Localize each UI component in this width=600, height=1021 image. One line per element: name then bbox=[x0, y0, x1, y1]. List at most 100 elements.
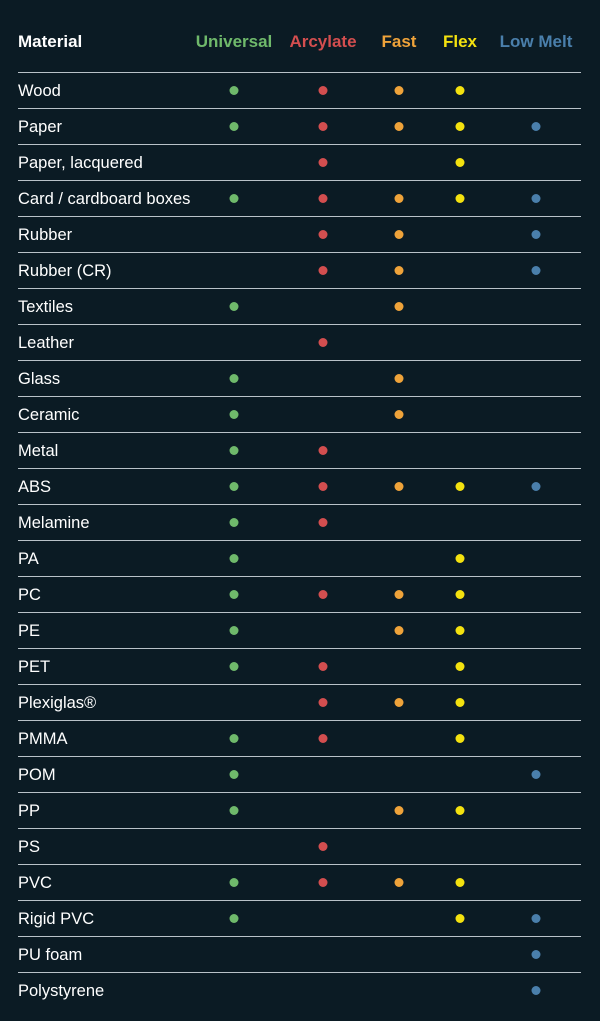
compatibility-dot-fast bbox=[394, 374, 404, 383]
compatibility-dot-universal bbox=[229, 734, 239, 743]
material-name: Plexiglas® bbox=[18, 694, 97, 712]
compatibility-dot-arcylate bbox=[318, 698, 328, 707]
compatibility-dot-universal bbox=[229, 374, 239, 383]
compatibility-dot-arcylate bbox=[318, 158, 328, 167]
table-row: Textiles bbox=[18, 289, 581, 325]
column-header-arcylate: Arcylate bbox=[289, 32, 357, 51]
column-header-flex: Flex bbox=[442, 32, 478, 51]
material-name: PS bbox=[18, 838, 41, 856]
compatibility-dot-universal bbox=[229, 878, 239, 887]
material-name: PMMA bbox=[18, 730, 68, 748]
compatibility-dot-arcylate bbox=[318, 518, 328, 527]
material-name: Glass bbox=[18, 370, 61, 388]
table-row: ABS bbox=[18, 469, 581, 505]
compatibility-dot-flex bbox=[455, 482, 465, 491]
table-row: Wood bbox=[18, 73, 581, 109]
compatibility-dot-fast bbox=[394, 302, 404, 311]
column-header-low-melt: Low Melt bbox=[499, 32, 573, 51]
table-row: Rubber (CR) bbox=[18, 253, 581, 289]
table-row: PVC bbox=[18, 865, 581, 901]
compatibility-dot-arcylate bbox=[318, 842, 328, 851]
compatibility-dot-arcylate bbox=[318, 878, 328, 887]
table-row: Paper bbox=[18, 109, 581, 145]
compatibility-dot-low-melt bbox=[531, 950, 541, 959]
material-name: Rubber (CR) bbox=[18, 262, 112, 280]
table-header: Material Universal Arcylate Fast Flex Lo… bbox=[18, 0, 581, 73]
compatibility-dot-fast bbox=[394, 806, 404, 815]
compatibility-dot-arcylate bbox=[318, 230, 328, 239]
compatibility-dot-low-melt bbox=[531, 986, 541, 995]
compatibility-dot-universal bbox=[229, 518, 239, 527]
table-row: Ceramic bbox=[18, 397, 581, 433]
compatibility-dot-fast bbox=[394, 482, 404, 491]
compatibility-dot-fast bbox=[394, 626, 404, 635]
compatibility-dot-flex bbox=[455, 734, 465, 743]
compatibility-dot-flex bbox=[455, 698, 465, 707]
table-row: Metal bbox=[18, 433, 581, 469]
table-row: Plexiglas® bbox=[18, 685, 581, 721]
compatibility-dot-flex bbox=[455, 554, 465, 563]
compatibility-dot-universal bbox=[229, 554, 239, 563]
compatibility-dot-arcylate bbox=[318, 662, 328, 671]
table-row: PP bbox=[18, 793, 581, 829]
material-name: Melamine bbox=[18, 514, 90, 532]
table-row: PA bbox=[18, 541, 581, 577]
material-name: Paper bbox=[18, 118, 63, 136]
material-name: Wood bbox=[18, 82, 61, 100]
table-row: Melamine bbox=[18, 505, 581, 541]
compatibility-dot-flex bbox=[455, 158, 465, 167]
table-row: PC bbox=[18, 577, 581, 613]
compatibility-dot-low-melt bbox=[531, 770, 541, 779]
compatibility-dot-low-melt bbox=[531, 194, 541, 203]
compatibility-dot-fast bbox=[394, 86, 404, 95]
compatibility-dot-low-melt bbox=[531, 230, 541, 239]
compatibility-dot-arcylate bbox=[318, 446, 328, 455]
compatibility-dot-arcylate bbox=[318, 590, 328, 599]
table-row: Rigid PVC bbox=[18, 901, 581, 937]
compatibility-dot-flex bbox=[455, 86, 465, 95]
column-header-material: Material bbox=[18, 32, 83, 51]
material-name: PET bbox=[18, 658, 51, 676]
compatibility-dot-fast bbox=[394, 698, 404, 707]
material-name: PA bbox=[18, 550, 39, 568]
compatibility-dot-fast bbox=[394, 122, 404, 131]
compatibility-dot-fast bbox=[394, 194, 404, 203]
compatibility-dot-fast bbox=[394, 590, 404, 599]
table-row: Rubber bbox=[18, 217, 581, 253]
compatibility-dot-universal bbox=[229, 914, 239, 923]
table-row: PU foam bbox=[18, 937, 581, 973]
compatibility-dot-low-melt bbox=[531, 122, 541, 131]
material-name: Ceramic bbox=[18, 406, 80, 424]
compatibility-dot-fast bbox=[394, 266, 404, 275]
compatibility-dot-universal bbox=[229, 86, 239, 95]
compatibility-dot-flex bbox=[455, 590, 465, 599]
compatibility-dot-arcylate bbox=[318, 122, 328, 131]
compatibility-dot-universal bbox=[229, 662, 239, 671]
compatibility-dot-arcylate bbox=[318, 734, 328, 743]
compatibility-dot-fast bbox=[394, 878, 404, 887]
material-name: PU foam bbox=[18, 946, 83, 964]
table-row: Polystyrene bbox=[18, 973, 581, 1008]
compatibility-dot-fast bbox=[394, 410, 404, 419]
table-row: Card / cardboard boxes bbox=[18, 181, 581, 217]
compatibility-dot-universal bbox=[229, 626, 239, 635]
compatibility-dot-universal bbox=[229, 806, 239, 815]
compatibility-dot-arcylate bbox=[318, 338, 328, 347]
material-name: Leather bbox=[18, 334, 74, 352]
compatibility-dot-low-melt bbox=[531, 482, 541, 491]
table-row: PE bbox=[18, 613, 581, 649]
material-name: Textiles bbox=[18, 298, 74, 316]
compatibility-dot-flex bbox=[455, 878, 465, 887]
compatibility-dot-universal bbox=[229, 590, 239, 599]
compatibility-dot-fast bbox=[394, 230, 404, 239]
material-name: Metal bbox=[18, 442, 59, 460]
compatibility-dot-arcylate bbox=[318, 86, 328, 95]
column-header-universal: Universal bbox=[195, 32, 273, 51]
material-name: POM bbox=[18, 766, 56, 784]
table-row: Paper, lacquered bbox=[18, 145, 581, 181]
compatibility-dot-universal bbox=[229, 482, 239, 491]
compatibility-dot-arcylate bbox=[318, 194, 328, 203]
compatibility-dot-universal bbox=[229, 446, 239, 455]
material-name: Polystyrene bbox=[18, 982, 105, 1000]
material-name: Card / cardboard boxes bbox=[18, 190, 191, 208]
